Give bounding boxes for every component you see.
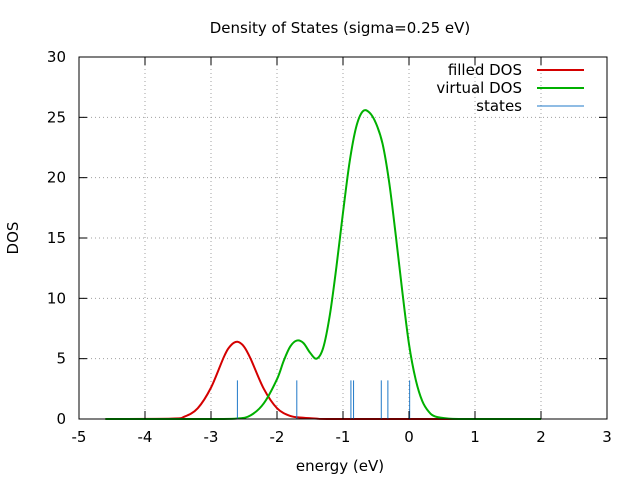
- y-tick-label: 0: [56, 410, 66, 428]
- x-tick-label: -4: [138, 428, 153, 446]
- x-tick-label: -5: [72, 428, 87, 446]
- x-tick-label: -3: [204, 428, 219, 446]
- filled-dos-line: [105, 340, 541, 421]
- x-tick-label: -1: [336, 428, 351, 446]
- y-axis-label: DOS: [4, 222, 22, 255]
- grid: [79, 57, 607, 419]
- y-tick-label: 30: [47, 48, 66, 66]
- y-tick-label: 10: [47, 289, 66, 307]
- legend-label-virtual-dos: virtual DOS: [436, 79, 522, 97]
- virtual-dos-line: [105, 109, 541, 421]
- y-tick-label: 15: [47, 229, 66, 247]
- plot-area: [105, 109, 541, 421]
- x-tick-label: 0: [404, 428, 414, 446]
- x-tick-label: -2: [270, 428, 285, 446]
- x-tick-label: 2: [536, 428, 546, 446]
- legend-label-filled-dos: filled DOS: [448, 61, 522, 79]
- x-tick-label: 3: [602, 428, 612, 446]
- y-tick-label: 25: [47, 108, 66, 126]
- chart-title: Density of States (sigma=0.25 eV): [210, 19, 471, 37]
- x-tick-label: 1: [470, 428, 480, 446]
- x-axis-label: energy (eV): [296, 457, 384, 475]
- legend-label-states: states: [476, 97, 522, 115]
- y-tick-label: 20: [47, 169, 66, 187]
- y-tick-label: 5: [56, 350, 66, 368]
